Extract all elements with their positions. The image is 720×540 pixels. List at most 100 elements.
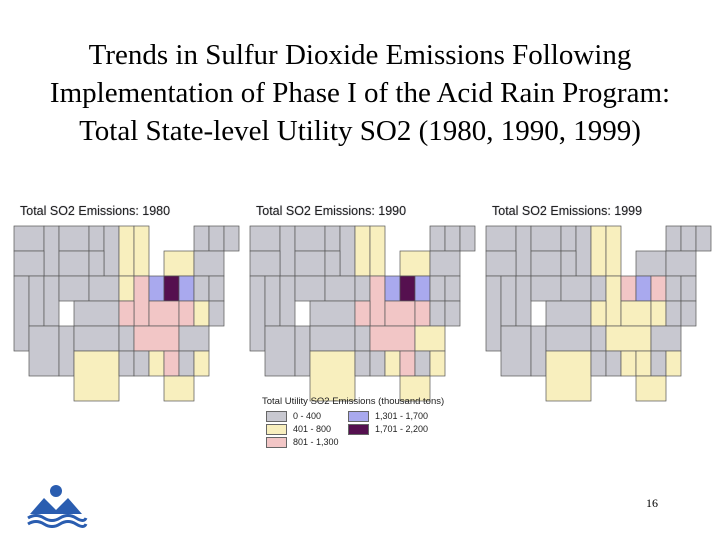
- legend-swatch: [348, 424, 369, 436]
- state-in: [148, 275, 165, 302]
- state-vt: [193, 225, 210, 252]
- state-ar: [354, 325, 371, 352]
- state-me: [459, 225, 476, 252]
- state-tx: [309, 350, 356, 402]
- state-or: [485, 250, 517, 277]
- state-mn: [575, 225, 592, 277]
- map-caption: Total SO2 Emissions: 1980: [20, 204, 171, 218]
- state-ga: [635, 350, 652, 377]
- state-ky: [620, 300, 652, 327]
- state-ma: [193, 250, 225, 277]
- agency-logo-icon: [27, 485, 88, 528]
- state-ny: [163, 250, 195, 277]
- title-line-1: Trends in Sulfur Dioxide Emissions Follo…: [88, 39, 632, 71]
- state-oh: [635, 275, 652, 302]
- state-nm: [530, 325, 547, 377]
- map-caption: Total SO2 Emissions: 1990: [256, 204, 407, 218]
- state-pa: [650, 275, 667, 302]
- state-id: [515, 225, 532, 277]
- state-nh: [444, 225, 461, 252]
- state-fl: [163, 375, 195, 402]
- state-az: [264, 325, 296, 377]
- state-mt: [58, 225, 90, 252]
- state-ca: [249, 275, 266, 352]
- state-nj: [665, 275, 682, 302]
- state-oh: [163, 275, 180, 302]
- state-de: [680, 300, 697, 327]
- legend-label: 401 - 800: [293, 424, 332, 434]
- state-id: [279, 225, 296, 277]
- state-mn: [103, 225, 120, 277]
- state-ma: [429, 250, 461, 277]
- state-mo: [354, 300, 371, 327]
- state-ok: [545, 325, 592, 352]
- state-nd: [560, 225, 577, 252]
- state-ia: [118, 275, 135, 302]
- state-wi: [590, 225, 607, 277]
- state-la: [590, 350, 607, 377]
- state-fl: [399, 375, 431, 402]
- state-vt: [665, 225, 682, 252]
- state-wi: [118, 225, 135, 277]
- state-pa: [178, 275, 195, 302]
- legend-item: 0 - 400: [266, 411, 321, 423]
- map-panel-1999: Total SO2 Emissions: 1999: [482, 204, 718, 404]
- state-wv: [414, 300, 431, 327]
- state-ut: [279, 275, 296, 327]
- state-md: [665, 300, 682, 327]
- state-nh: [680, 225, 697, 252]
- map-panel-1990: Total SO2 Emissions: 1990: [246, 204, 482, 404]
- state-ut: [43, 275, 60, 327]
- state-sc: [178, 350, 195, 377]
- state-pa: [414, 275, 431, 302]
- state-co: [294, 275, 326, 302]
- state-ct: [444, 275, 461, 302]
- state-tn: [369, 325, 416, 352]
- map-caption: Total SO2 Emissions: 1999: [492, 204, 643, 218]
- legend-label: 1,701 - 2,200: [375, 424, 429, 434]
- state-wa: [485, 225, 517, 252]
- state-wi: [354, 225, 371, 277]
- legend-swatch: [266, 411, 287, 423]
- state-il: [133, 275, 150, 327]
- state-nd: [88, 225, 105, 252]
- state-in: [384, 275, 401, 302]
- state-ia: [354, 275, 371, 302]
- state-sc: [650, 350, 667, 377]
- state-va: [650, 325, 682, 352]
- state-va: [414, 325, 446, 352]
- state-nc: [665, 350, 682, 377]
- us-map-1990: [249, 225, 476, 402]
- title-line-2: Implementation of Phase I of the Acid Ra…: [49, 77, 671, 109]
- state-tx: [73, 350, 120, 402]
- state-tn: [605, 325, 652, 352]
- state-sc: [414, 350, 431, 377]
- state-wv: [650, 300, 667, 327]
- state-mo: [118, 300, 135, 327]
- state-nv: [264, 275, 281, 327]
- legend-title: Total Utility SO2 Emissions (thousand to…: [262, 396, 445, 407]
- state-ne: [560, 275, 592, 302]
- state-wv: [178, 300, 195, 327]
- state-fl: [635, 375, 667, 402]
- state-al: [620, 350, 637, 377]
- state-ut: [515, 275, 532, 327]
- legend-swatch: [348, 411, 369, 423]
- state-ms: [605, 350, 622, 377]
- state-al: [148, 350, 165, 377]
- state-nv: [500, 275, 517, 327]
- state-il: [605, 275, 622, 327]
- legend-item: 1,301 - 1,700: [348, 411, 428, 423]
- state-co: [530, 275, 562, 302]
- title-line-3: Total State-level Utility SO2 (1980, 199…: [79, 115, 641, 147]
- map-panel-1980: Total SO2 Emissions: 1980: [10, 204, 246, 404]
- state-ms: [133, 350, 150, 377]
- state-sd: [324, 250, 341, 277]
- state-or: [13, 250, 45, 277]
- state-az: [500, 325, 532, 377]
- state-nh: [208, 225, 225, 252]
- state-mt: [294, 225, 326, 252]
- state-az: [28, 325, 60, 377]
- state-md: [193, 300, 210, 327]
- state-mi: [605, 225, 622, 277]
